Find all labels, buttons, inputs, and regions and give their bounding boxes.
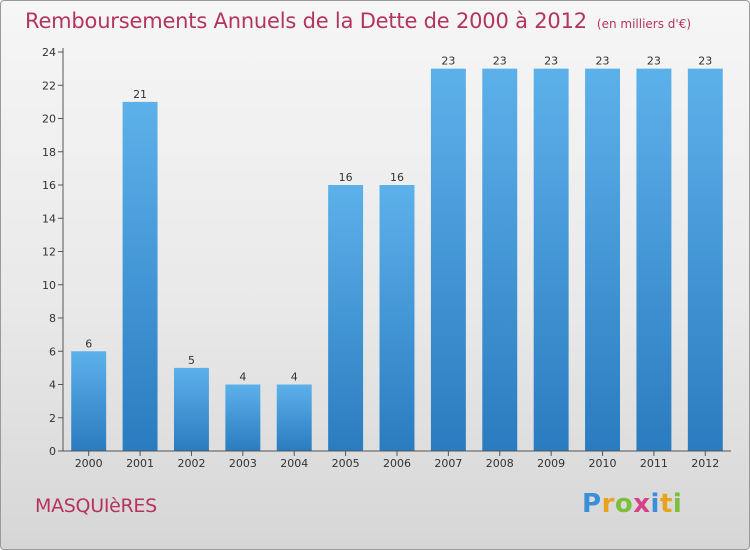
- bar: [379, 185, 415, 451]
- bar: [585, 68, 621, 451]
- bar-value-label: 4: [291, 371, 298, 384]
- x-tick-label: 2006: [383, 457, 411, 470]
- logo-letter: o: [614, 489, 634, 519]
- logo-letter: P: [582, 489, 602, 519]
- x-tick-label: 2005: [332, 457, 360, 470]
- proxiti-logo: Proxiti: [582, 489, 682, 519]
- logo-letter: i: [672, 489, 683, 519]
- bar-value-label: 16: [390, 171, 404, 184]
- bar-value-label: 6: [85, 337, 92, 350]
- x-tick-label: 2000: [75, 457, 103, 470]
- y-tick-label: 18: [42, 146, 56, 159]
- logo-letter: r: [601, 489, 615, 519]
- chart-title-unit: (en milliers d'€): [596, 17, 692, 31]
- bar-value-label: 21: [133, 88, 147, 101]
- y-tick-label: 24: [42, 46, 56, 59]
- x-tick-label: 2012: [691, 457, 719, 470]
- y-tick-label: 12: [42, 246, 56, 259]
- bar: [225, 384, 261, 451]
- bar: [482, 68, 518, 451]
- logo-letter: t: [659, 489, 673, 519]
- y-tick-label: 2: [49, 412, 56, 425]
- y-tick-label: 14: [42, 212, 56, 225]
- x-tick-label: 2011: [640, 457, 668, 470]
- x-tick-label: 2008: [486, 457, 514, 470]
- bar: [636, 68, 672, 451]
- bar-value-label: 4: [239, 371, 246, 384]
- bar: [533, 68, 569, 451]
- bar: [687, 68, 723, 451]
- bar-value-label: 16: [339, 171, 353, 184]
- y-tick-label: 16: [42, 179, 56, 192]
- y-tick-label: 10: [42, 279, 56, 292]
- bar: [122, 101, 158, 451]
- x-tick-label: 2003: [229, 457, 257, 470]
- y-tick-label: 0: [49, 445, 56, 458]
- bar-value-label: 23: [441, 55, 455, 68]
- bar: [71, 351, 107, 451]
- bar-value-label: 23: [544, 55, 558, 68]
- bar: [430, 68, 466, 451]
- y-tick-label: 6: [49, 345, 56, 358]
- logo-letter: i: [650, 489, 660, 519]
- y-tick-label: 20: [42, 113, 56, 126]
- bar-value-label: 23: [647, 55, 661, 68]
- y-tick-label: 4: [49, 379, 56, 392]
- y-tick-label: 8: [49, 312, 56, 325]
- x-tick-label: 2002: [177, 457, 205, 470]
- x-tick-label: 2009: [537, 457, 565, 470]
- x-tick-label: 2007: [434, 457, 462, 470]
- bar-value-label: 5: [188, 354, 195, 367]
- bar: [173, 367, 209, 451]
- x-tick-label: 2001: [126, 457, 154, 470]
- bar-value-label: 23: [596, 55, 610, 68]
- bar: [276, 384, 312, 451]
- logo-letter: x: [633, 489, 651, 519]
- x-tick-label: 2010: [589, 457, 617, 470]
- chart-title-main: Remboursements Annuels de la Dette de 20…: [25, 9, 587, 33]
- chart-title: Remboursements Annuels de la Dette de 20…: [25, 9, 691, 33]
- bar-value-label: 23: [698, 55, 712, 68]
- commune-name: MASQUIèRES: [35, 495, 157, 517]
- bar-value-label: 23: [493, 55, 507, 68]
- bar: [328, 185, 364, 451]
- x-tick-label: 2004: [280, 457, 308, 470]
- y-tick-label: 22: [42, 79, 56, 92]
